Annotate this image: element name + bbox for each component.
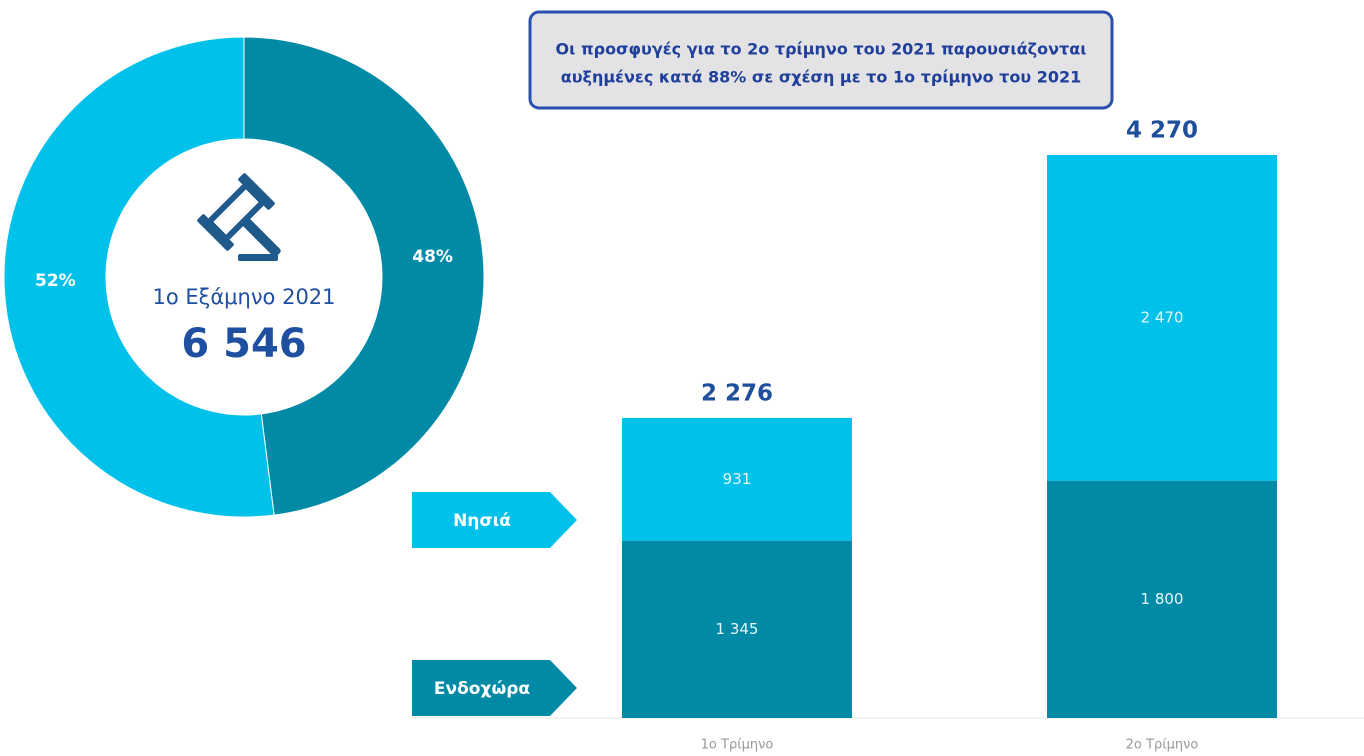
legend-arrow xyxy=(412,660,577,716)
x-tick-label: 2ο Τρίμηνο xyxy=(1126,738,1199,753)
bar-segment xyxy=(1047,480,1277,718)
donut-slice xyxy=(3,36,275,518)
legend-arrow xyxy=(412,492,577,548)
slice-label: 52% xyxy=(35,271,76,291)
bar-segment xyxy=(622,417,852,541)
slice-label: 48% xyxy=(412,247,453,267)
bar-value-label: 1 800 xyxy=(1141,590,1184,608)
legend-label: Ενδοχώρα xyxy=(434,679,530,699)
bar-value-label: 931 xyxy=(723,470,752,488)
bar-value-label: 2 470 xyxy=(1141,308,1184,326)
annotation-box xyxy=(528,10,1114,110)
center-value: 6 546 xyxy=(181,321,306,367)
x-tick-label: 1ο Τρίμηνο xyxy=(701,738,774,753)
center-label: 1ο Εξάμηνο 2021 xyxy=(152,285,335,309)
total-label: 2 276 xyxy=(701,380,773,406)
bar-segment xyxy=(1047,155,1277,481)
donut-slice xyxy=(243,36,485,516)
legend-label: Νησιά xyxy=(453,511,511,531)
annotation-line: Οι προσφυγές για το 2ο τρίμηνο του 2021 … xyxy=(556,40,1087,59)
total-label: 4 270 xyxy=(1126,118,1198,144)
gavel-icon xyxy=(197,173,281,261)
bar-segment xyxy=(622,540,852,718)
annotation-line: αυξημένες κατά 88% σε σχέση με το 1ο τρί… xyxy=(561,68,1082,87)
bar-value-label: 1 345 xyxy=(716,620,759,638)
